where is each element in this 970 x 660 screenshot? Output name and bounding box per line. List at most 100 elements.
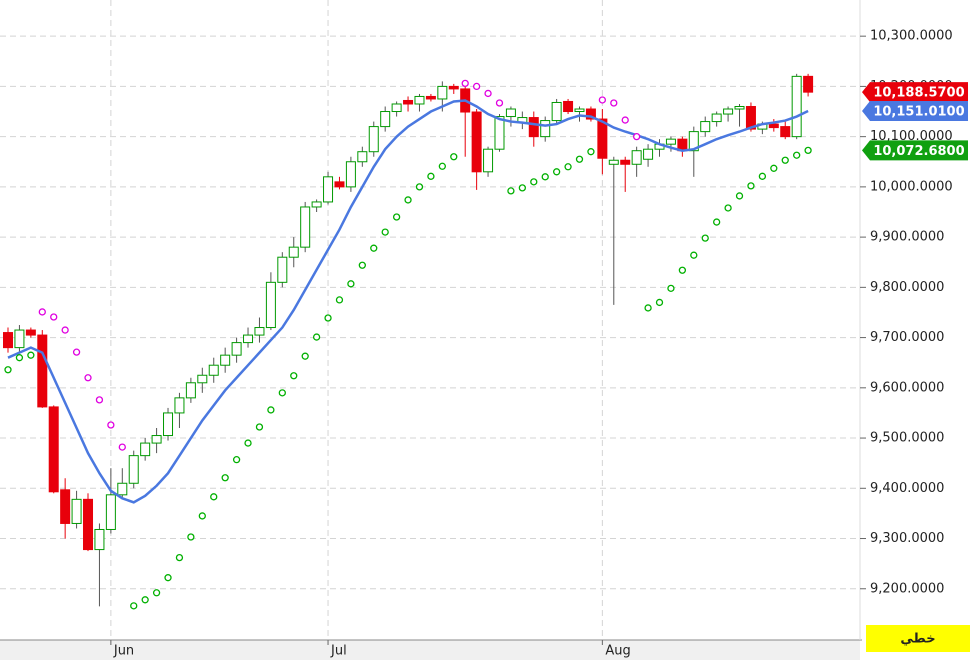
sar-dot (27, 351, 35, 359)
candle-up (688, 131, 699, 152)
sar-dot (621, 116, 629, 124)
sar-dot (507, 187, 515, 195)
sar-dot (735, 192, 744, 200)
sar-dot (804, 146, 812, 155)
sar-dot (472, 82, 481, 91)
candle-up (140, 442, 151, 457)
sar-dot (484, 89, 492, 98)
sar-dot (107, 421, 115, 429)
candle-up (105, 494, 116, 530)
sar-dot (15, 354, 24, 362)
candle-up (243, 334, 254, 344)
y-tick-label: 9,800.0000 (870, 280, 944, 295)
candle-up (574, 108, 585, 113)
candle-up (231, 342, 242, 356)
candle-up (311, 201, 322, 208)
candle-up (665, 138, 676, 145)
candle-up (323, 176, 334, 203)
candle-down (745, 105, 756, 130)
candle-up (300, 206, 311, 248)
candle-down (620, 159, 631, 165)
sar-dot (495, 99, 504, 107)
sar-dot (678, 266, 687, 274)
sar-dot (267, 406, 275, 414)
sar-dot (141, 596, 149, 604)
candle-up (734, 105, 745, 110)
sar-dot (187, 533, 195, 541)
sar-dot (633, 132, 641, 141)
candle-up (14, 329, 25, 349)
sar-dot (221, 474, 229, 482)
price-tag-label: 10,072.6800 (873, 144, 964, 159)
sar-dot (381, 228, 389, 236)
candle-up (643, 148, 654, 160)
sar-dot (781, 156, 789, 164)
candle-up (254, 327, 265, 336)
sar-dot (84, 374, 92, 382)
y-tick-label: 9,700.0000 (870, 330, 944, 345)
sar-dot (518, 184, 526, 192)
sar-dot (610, 99, 618, 107)
sar-dot (301, 352, 309, 360)
candle-up (94, 528, 105, 551)
candle-up (357, 151, 368, 163)
candle-up (151, 435, 162, 444)
candle-down (60, 489, 71, 524)
sar-dot (244, 439, 252, 447)
x-tick-label: Aug (605, 644, 630, 659)
candle-up (631, 150, 642, 165)
sar-dot (198, 512, 206, 520)
sar-dot (724, 204, 732, 212)
sar-dot (644, 304, 652, 312)
sar-dot (95, 396, 104, 404)
sar-dot (152, 589, 161, 597)
sar-dot (404, 196, 412, 204)
candle-up (71, 498, 82, 524)
sar-dot (290, 372, 298, 380)
candle-down (563, 100, 574, 113)
moving-average (7, 99, 809, 504)
sar-dot (175, 553, 184, 562)
y-tick-label: 10,300.0000 (870, 29, 953, 44)
mode-label[interactable]: خطي (900, 632, 935, 647)
candle-up (608, 159, 619, 165)
sar-dot (575, 155, 584, 163)
sar-dot (312, 333, 321, 341)
candle-up (723, 108, 734, 115)
y-tick-label: 10,000.0000 (870, 179, 953, 194)
sar-dot (541, 173, 549, 181)
candle-up (117, 482, 128, 496)
candle-up (288, 246, 299, 258)
candle-down (425, 95, 436, 100)
sar-dot (758, 172, 767, 180)
sar-dot (667, 284, 675, 293)
sar-dot (415, 183, 424, 191)
candle-up (483, 148, 494, 173)
x-axis-strip (0, 640, 860, 660)
price-tag (862, 140, 968, 161)
candle-up (700, 121, 711, 133)
sar-dot (392, 213, 401, 221)
sar-dot (587, 148, 595, 156)
candle-up (277, 256, 288, 283)
sar-dot (38, 308, 46, 316)
price-tag-label: 10,151.0100 (873, 105, 964, 120)
candle-down (3, 332, 13, 349)
candle-down (403, 99, 414, 105)
sar-dot (324, 314, 332, 322)
sar-dot (552, 168, 561, 176)
x-tick-label: Jun (113, 644, 134, 659)
price-tag (862, 101, 968, 122)
sar-dot (347, 280, 355, 288)
sar-dot (713, 218, 721, 226)
x-tick-label: Jul (330, 644, 347, 659)
candle-up (265, 281, 276, 329)
candle-down (334, 181, 345, 188)
candle-up (437, 85, 448, 100)
sar-dot (255, 423, 264, 431)
sar-dot (118, 443, 126, 451)
mode-box[interactable] (866, 625, 970, 652)
y-tick-label: 9,400.0000 (870, 481, 944, 496)
candle-up (494, 116, 505, 150)
